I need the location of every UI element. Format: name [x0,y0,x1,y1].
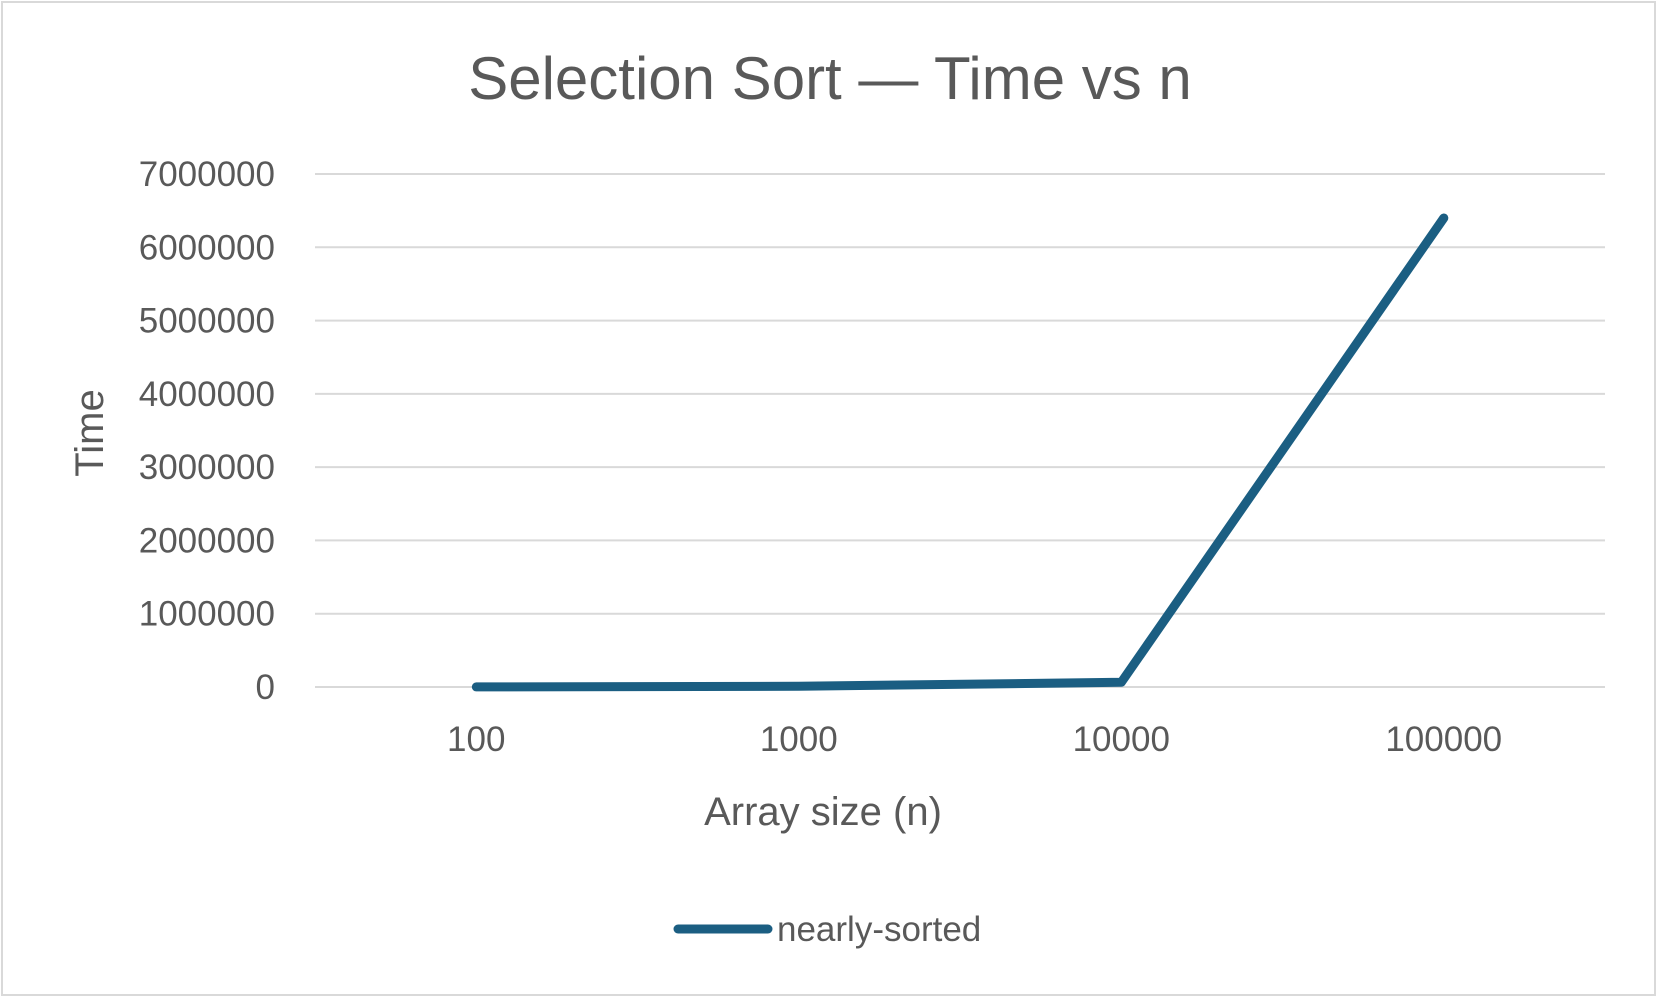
x-tick-label: 100000 [1385,720,1502,759]
x-tick-label: 10000 [1073,720,1170,759]
y-tick-label: 0 [256,668,275,707]
series-layer [471,213,1449,692]
y-tick-label: 7000000 [139,155,275,194]
legend: nearly-sorted [673,910,981,949]
x-tick-label: 100 [447,720,505,759]
chart-title: Selection Sort — Time vs n [468,45,1192,112]
y-axis-ticks: 0 1000000 2000000 3000000 4000000 5000000 6000… [139,155,275,707]
y-tick-label: 3000000 [139,448,275,487]
y-tick-label: 4000000 [139,375,275,414]
y-tick-label: 1000000 [139,595,275,634]
line-chart: Selection Sort — Time vs n 0 1000000 20000… [68,45,1605,949]
y-tick-label: 2000000 [139,521,275,560]
y-tick-label: 5000000 [139,302,275,341]
x-axis-ticks: 100 1000 10000 100000 [447,720,1502,759]
y-tick-label: 6000000 [139,228,275,267]
gridlines [315,173,1605,688]
y-axis-title: Time [68,389,112,476]
legend-label-nearly-sorted: nearly-sorted [777,910,981,949]
series-line-nearly-sorted [471,213,1449,692]
x-axis-title: Array size (n) [704,790,942,834]
x-tick-label: 1000 [760,720,838,759]
